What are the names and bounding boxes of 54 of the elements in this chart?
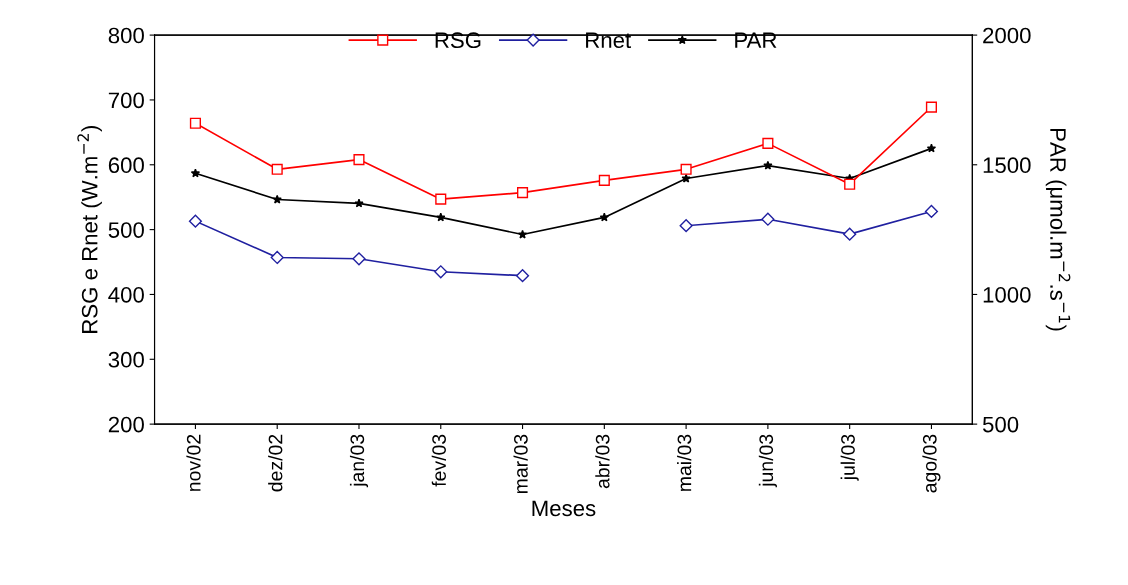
point xyxy=(190,168,201,178)
point xyxy=(271,163,283,175)
x-tick-label: fev/03 xyxy=(431,434,446,487)
point xyxy=(435,193,447,205)
y-tick-label: 400 xyxy=(108,286,144,303)
point xyxy=(924,204,939,219)
point xyxy=(516,187,529,199)
point xyxy=(762,137,774,149)
point xyxy=(599,212,609,222)
y-tick-label: 500 xyxy=(108,222,144,238)
x-tick-label: jul/03 xyxy=(840,434,859,481)
legend-label: RSG xyxy=(435,32,481,49)
point xyxy=(352,252,366,266)
y2-tick-label: 500 xyxy=(982,416,1019,433)
x-tick-label: abr/03 xyxy=(595,434,610,489)
point xyxy=(761,212,775,226)
point xyxy=(272,194,282,204)
point xyxy=(844,178,856,190)
y-axis-title: RSG e Rnet (W.m$^{−2}$) xyxy=(77,125,102,333)
legend-label: PAR xyxy=(735,32,777,48)
x-axis-title: Meses xyxy=(532,500,596,517)
legend-label: Rnet xyxy=(586,32,632,49)
y2-axis-title: PAR (μmol.m$^{−2}$.s$^{−1}$) xyxy=(1045,128,1071,331)
y2-tick-label: 1000 xyxy=(983,286,1031,303)
y-tick-label: 600 xyxy=(108,157,144,174)
point xyxy=(434,265,448,279)
point xyxy=(598,174,610,186)
point xyxy=(926,143,937,153)
point xyxy=(679,219,693,233)
y-tick-label: 300 xyxy=(108,351,144,368)
point xyxy=(353,154,365,166)
y-tick-label: 200 xyxy=(108,416,144,433)
x-tick-label: mar/03 xyxy=(513,434,528,494)
point xyxy=(188,214,203,228)
y-tick-label: 800 xyxy=(108,27,144,44)
point xyxy=(925,101,938,113)
x-tick-label: jun/03 xyxy=(758,434,777,488)
point xyxy=(436,212,446,222)
point xyxy=(517,229,528,239)
point xyxy=(270,250,284,265)
point xyxy=(680,163,692,175)
x-tick-label: ago/03 xyxy=(922,434,941,493)
point xyxy=(354,198,364,208)
point xyxy=(515,269,530,283)
y2-tick-label: 2000 xyxy=(983,27,1031,44)
point xyxy=(763,160,773,170)
y2-tick-label: 1500 xyxy=(983,157,1031,174)
point xyxy=(189,117,201,129)
y-tick-label: 700 xyxy=(108,92,144,109)
x-tick-label: jan/03 xyxy=(349,434,369,488)
x-tick-label: nov/02 xyxy=(186,434,201,491)
x-tick-label: dez/02 xyxy=(268,434,283,492)
point xyxy=(843,227,857,241)
x-tick-label: mai/03 xyxy=(677,434,692,491)
